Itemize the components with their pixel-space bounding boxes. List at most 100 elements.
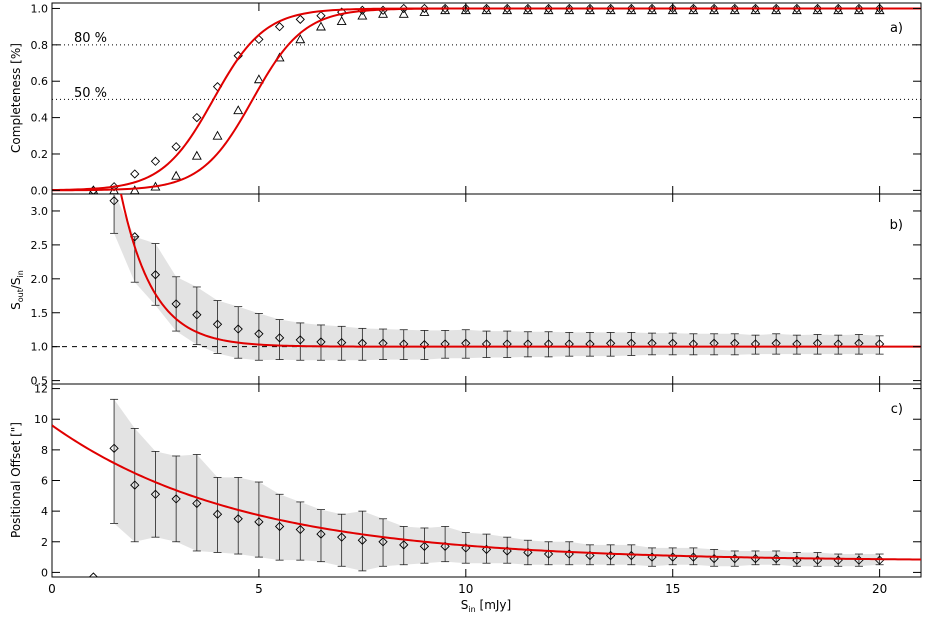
x-tick-label: 15	[665, 582, 680, 596]
panel-a-point-triangle	[481, 5, 492, 15]
panel-c-point-diamond	[192, 498, 202, 509]
panel-a-point-diamond	[812, 3, 823, 14]
panel-b-error-bar	[875, 335, 884, 355]
panel-c-error-bar	[296, 501, 305, 561]
panel-c-point-diamond	[150, 489, 161, 499]
panel-a-ylabel: Completeness [%]	[9, 43, 23, 153]
panel-c-error-bar	[275, 493, 284, 561]
x-tick-label: 5	[255, 582, 263, 596]
panel-a-fit-curve-0	[52, 7, 921, 192]
panel-b-point-diamond	[274, 333, 285, 343]
panel-c-error-bar	[482, 533, 491, 564]
panel-b-point-diamond	[109, 196, 119, 206]
panel-a-point-diamond	[792, 3, 802, 14]
panel-c-ytick-label: 0	[41, 566, 48, 579]
panel-a-point-triangle	[191, 150, 202, 160]
panel-a-point-diamond	[150, 156, 161, 166]
panel-b-point-diamond	[543, 339, 554, 349]
panel-b-error-bar	[585, 332, 594, 357]
panel-c-error-bar	[565, 541, 574, 566]
panel-a-point-triangle	[626, 5, 637, 15]
panel-c-error-bar	[399, 526, 408, 566]
panel-b-point-diamond	[399, 339, 409, 349]
panel-c-error-bar	[585, 544, 594, 566]
panel-b-plot-area	[52, 194, 921, 361]
panel-a-point-triangle	[853, 5, 864, 15]
panel-c-point-diamond	[212, 509, 223, 519]
panel-b-error-bar	[275, 319, 284, 360]
panel-c-ytick-label: 2	[41, 536, 48, 549]
panel-a-point-diamond	[295, 14, 305, 25]
panel-c-error-bar	[358, 510, 367, 572]
panel-a-point-diamond	[709, 3, 719, 14]
panel-c-point-diamond	[543, 549, 554, 559]
panel-c-point-diamond	[109, 443, 119, 453]
panel-a-point-triangle	[543, 5, 554, 15]
panel-a-fit-curve-1	[52, 7, 921, 192]
panel-c-error-bar	[523, 539, 532, 566]
panel-b-error-bar	[834, 334, 843, 355]
panel-c-point-diamond	[316, 529, 326, 539]
panel-b-error-bar	[461, 329, 470, 359]
panel-b-ytick-label: 0.5	[31, 375, 49, 388]
panel-c-point-diamond	[419, 541, 430, 552]
panel-b-fit-curve-0	[120, 194, 921, 348]
panel-b-error-bar	[606, 332, 615, 357]
panel-c-error-bar	[213, 477, 222, 553]
panel-a-point-diamond	[399, 3, 409, 14]
panel-a-point-triangle	[129, 185, 140, 194]
panel-a-point-diamond	[688, 3, 699, 14]
panel-c-error-bar	[110, 398, 119, 524]
panel-c-plot-area	[52, 398, 921, 577]
panel-a-point-diamond	[771, 3, 781, 14]
panel-b-point-diamond	[295, 335, 305, 345]
panel-a-point-triangle	[833, 5, 844, 15]
panel-a-point-triangle	[688, 5, 699, 15]
panel-a-point-diamond	[750, 3, 761, 14]
panel-c-point-diamond	[274, 521, 285, 532]
panel-b-error-bar	[544, 331, 553, 358]
panel-b-point-diamond	[564, 339, 574, 349]
panel-a-point-diamond	[192, 112, 202, 123]
panel-b-error-bar	[441, 329, 450, 359]
panel-b-point-diamond	[523, 339, 533, 349]
panel-c-point-diamond	[585, 550, 595, 561]
panel-b-error-bar	[813, 334, 822, 355]
panel-b-point-diamond	[150, 270, 161, 280]
panel-c-point-diamond	[378, 537, 388, 547]
panel-a-ytick-label: 0.6	[31, 75, 49, 88]
panel-b-error-bar	[379, 328, 388, 360]
panel-a-point-triangle	[605, 5, 616, 15]
panel-c-error-bar	[130, 428, 139, 543]
panel-a-point-triangle	[647, 5, 657, 15]
panel-c-point-diamond	[337, 532, 347, 542]
panel-a-point-diamond	[502, 3, 512, 14]
panel-c-error-bar	[172, 455, 181, 543]
panel-a-point-triangle	[874, 5, 885, 15]
panel-a-point-diamond	[668, 3, 678, 14]
panel-a-point-diamond	[606, 3, 616, 14]
panel-c-fit-curve-0	[52, 424, 921, 561]
panel-c-ylabel: Positional Offset ["]	[9, 422, 23, 538]
panel-c-error-bar	[234, 477, 243, 555]
panel-b-point-diamond	[688, 339, 699, 349]
panel-b-error-bar	[213, 300, 222, 354]
panel-b-error-bar	[337, 325, 346, 361]
panel-a-point-triangle	[460, 5, 471, 15]
panel-b-error-bar	[523, 331, 532, 358]
panel-a-point-triangle	[295, 34, 306, 44]
panel-b-point-diamond	[233, 324, 243, 334]
panel-b-error-bar	[192, 286, 201, 346]
x-tick-labels: 0 5 10 15 20	[48, 582, 887, 596]
panel-a-point-triangle	[522, 5, 533, 15]
panel-a-point-diamond	[874, 3, 885, 14]
panel-c-error-bar	[730, 550, 739, 567]
panel-a-point-triangle	[584, 5, 595, 15]
panel-b-error-bar	[792, 334, 801, 355]
panel-b-ytick-label: 1.5	[31, 307, 49, 320]
panel-a-point-triangle	[398, 8, 409, 18]
panel-b-error-bar	[420, 329, 429, 360]
panel-b-ytick-label: 2.0	[31, 273, 49, 286]
panel-c-ytick-label: 10	[34, 413, 48, 426]
panel-a-point-diamond	[585, 3, 595, 14]
